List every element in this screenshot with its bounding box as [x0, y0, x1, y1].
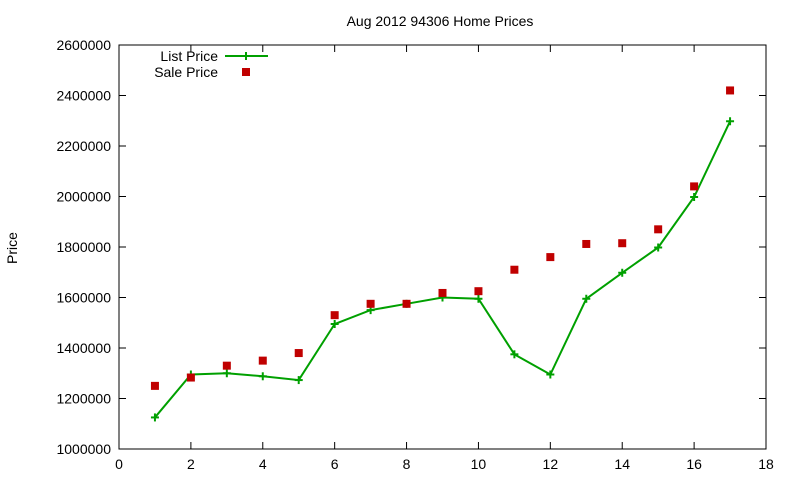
sale-price-point: [582, 239, 591, 248]
list-price-point: [546, 370, 555, 379]
x-tick-label: 6: [331, 456, 339, 472]
series-layer: [150, 86, 735, 422]
x-tick-label: 14: [614, 456, 630, 472]
y-tick-label: 2600000: [56, 37, 111, 53]
chart-title: Aug 2012 94306 Home Prices: [347, 13, 534, 29]
legend-label: List Price: [160, 48, 218, 64]
sale-price-point: [330, 311, 339, 320]
x-tick-label: 12: [543, 456, 559, 472]
legend-item-sale-price: Sale Price: [154, 64, 250, 80]
y-tick-label: 2000000: [56, 189, 111, 205]
sale-price-point: [726, 86, 735, 95]
sale-price-point: [438, 288, 447, 297]
list-price-point: [618, 268, 627, 277]
list-price-point: [294, 376, 303, 385]
sale-price-point: [402, 299, 411, 308]
x-tick-label: 18: [758, 456, 774, 472]
sale-price-point: [510, 265, 519, 274]
x-tick-label: 0: [115, 456, 123, 472]
axis-ticks: 0 2 4 6 8 10 12 14 16 18 1000000 1200000 1400000 1600…: [56, 37, 774, 472]
list-price-point: [330, 320, 339, 329]
y-tick-label: 1000000: [56, 441, 111, 457]
legend-item-list-price: List Price: [160, 48, 268, 64]
sale-price-point: [690, 182, 699, 191]
list-price-point: [222, 369, 231, 378]
y-axis-label: Price: [4, 232, 20, 264]
list-price-point: [510, 350, 519, 359]
x-tick-label: 10: [471, 456, 487, 472]
list-price-point: [258, 372, 267, 381]
y-tick-label: 1800000: [56, 239, 111, 255]
y-tick-label: 1600000: [56, 290, 111, 306]
legend-square-swatch: [242, 68, 250, 76]
list-price-line: [154, 120, 731, 419]
x-tick-label: 8: [403, 456, 411, 472]
sale-price-point: [150, 381, 159, 390]
x-tick-label: 4: [259, 456, 267, 472]
sale-price-point: [186, 373, 195, 382]
sale-price-point: [366, 299, 375, 308]
sale-price-point: [654, 225, 663, 234]
series-sale-price: [150, 86, 735, 390]
sale-price-point: [222, 361, 231, 370]
sale-price-point: [618, 239, 627, 248]
x-tick-label: 16: [686, 456, 702, 472]
y-tick-label: 2200000: [56, 138, 111, 154]
series-list-price: [150, 117, 735, 422]
list-price-point: [690, 193, 699, 202]
list-price-point: [726, 117, 735, 126]
legend-plus-swatch: [242, 52, 250, 60]
sale-price-point: [546, 253, 555, 262]
y-tick-label: 1400000: [56, 340, 111, 356]
list-price-point: [654, 243, 663, 252]
sale-price-point: [294, 349, 303, 358]
plot-frame: [118, 44, 767, 450]
x-tick-label: 2: [187, 456, 195, 472]
list-price-point: [474, 294, 483, 303]
sale-price-point: [474, 287, 483, 296]
list-price-point: [150, 413, 159, 422]
legend-label: Sale Price: [154, 64, 218, 80]
y-tick-label: 1200000: [56, 391, 111, 407]
sale-price-point: [258, 356, 267, 365]
y-tick-label: 2400000: [56, 88, 111, 104]
list-price-point: [582, 294, 591, 303]
